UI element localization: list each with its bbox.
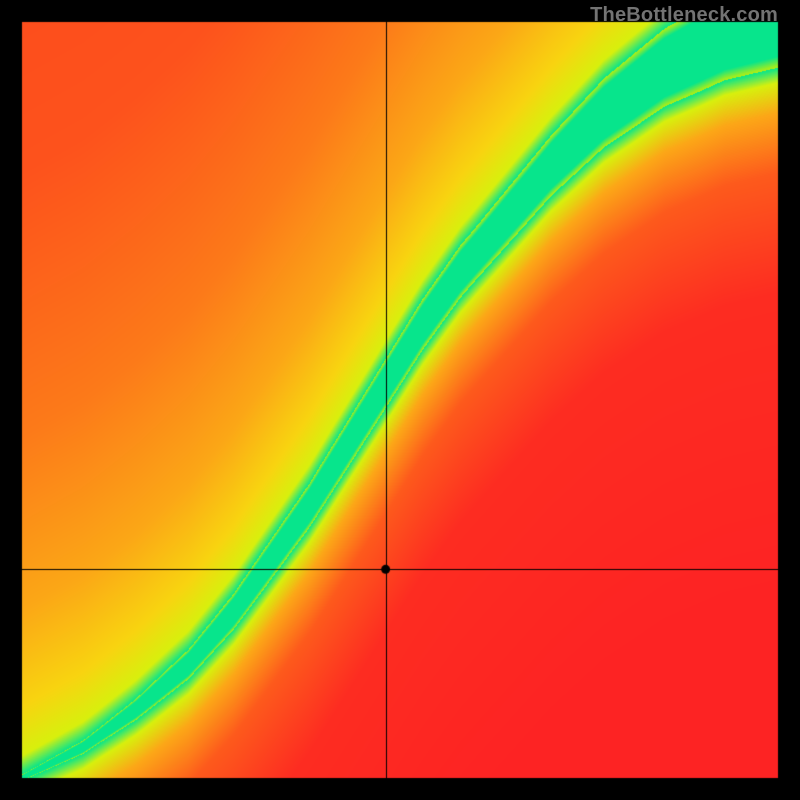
bottleneck-heatmap [0,0,800,800]
watermark-text: TheBottleneck.com [590,4,778,27]
heatmap-canvas [0,0,800,800]
